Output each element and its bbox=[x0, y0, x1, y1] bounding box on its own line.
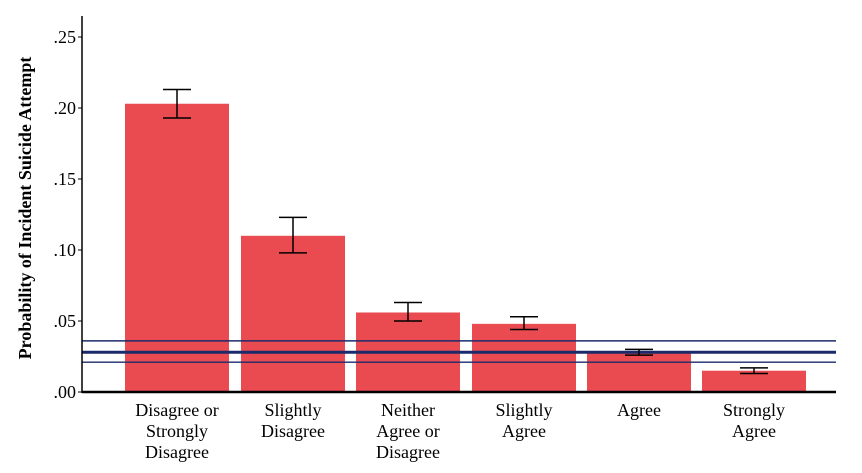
x-category-label-3: Slightly Agree bbox=[495, 400, 552, 441]
x-category-label-line: Disagree or bbox=[135, 400, 218, 420]
x-category-label-line: Strongly bbox=[146, 421, 208, 441]
x-category-label-line: Slightly bbox=[264, 400, 321, 420]
bar-4 bbox=[587, 352, 691, 392]
x-category-label-line: Strongly bbox=[723, 400, 785, 420]
x-category-label-line: Disagree bbox=[376, 442, 440, 462]
y-tick-label-2: .10 bbox=[54, 240, 77, 260]
axes-group bbox=[81, 16, 836, 394]
y-tick-label-3: .15 bbox=[54, 169, 77, 189]
x-category-label-4: Agree bbox=[617, 400, 661, 420]
y-tick-label-0: .00 bbox=[54, 382, 77, 402]
y-tick-label-4: .20 bbox=[54, 98, 77, 118]
x-category-label-line: Disagree bbox=[145, 442, 209, 462]
x-category-label-line: Agree bbox=[617, 400, 661, 420]
x-category-label-line: Slightly bbox=[495, 400, 552, 420]
x-category-label-line: Neither bbox=[381, 400, 435, 420]
x-category-label-line: Disagree bbox=[261, 421, 325, 441]
x-category-label-5: Strongly Agree bbox=[723, 400, 785, 441]
bar-1 bbox=[241, 235, 345, 392]
bar-5 bbox=[702, 370, 806, 392]
error-bars-group bbox=[163, 88, 768, 375]
bar-3 bbox=[472, 323, 576, 392]
x-category-label-line: Agree bbox=[502, 421, 546, 441]
bars-group bbox=[125, 103, 806, 393]
y-tick-label-1: .05 bbox=[54, 311, 77, 331]
bar-0 bbox=[125, 103, 229, 393]
y-ticks-group: .00 .05 .10 .15 .20 .25 bbox=[54, 27, 82, 402]
y-tick-label-5: .25 bbox=[54, 27, 77, 47]
x-category-label-0: Disagree or Strongly Disagree bbox=[135, 400, 218, 462]
y-axis-title: Probability of Incident Suicide Attempt bbox=[15, 57, 35, 360]
x-category-label-2: Neither Agree or Disagree bbox=[376, 400, 440, 462]
reference-lines-group bbox=[82, 340, 836, 363]
x-category-label-line: Agree or bbox=[376, 421, 439, 441]
x-category-label-1: Slightly Disagree bbox=[261, 400, 325, 441]
x-category-label-line: Agree bbox=[732, 421, 776, 441]
